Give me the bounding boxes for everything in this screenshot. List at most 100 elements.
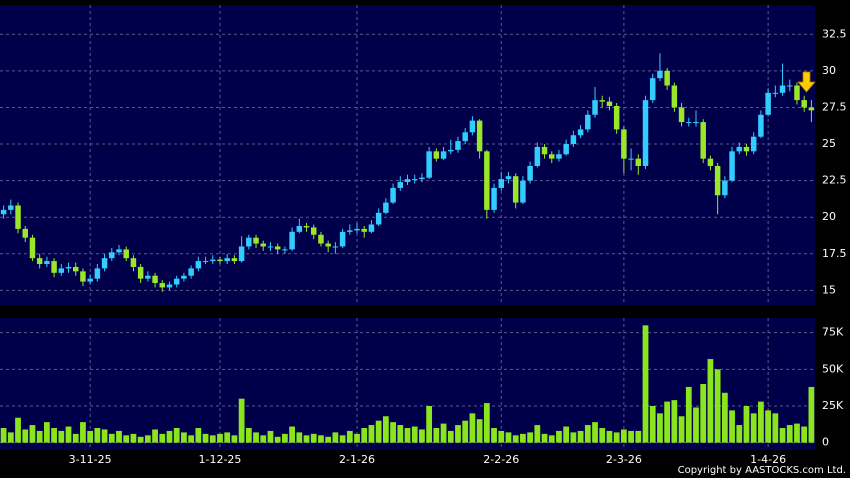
candle-body — [541, 146, 548, 155]
candle-body — [87, 278, 93, 282]
candle-body — [498, 179, 505, 188]
price-panel — [0, 5, 815, 305]
y-tick-label: 0 — [822, 436, 829, 449]
candle-body — [433, 151, 440, 159]
volume-bar — [606, 430, 613, 443]
volume-bar — [642, 325, 649, 443]
volume-bar — [700, 384, 707, 443]
volume-bar — [253, 432, 259, 443]
candle-body — [318, 234, 324, 244]
volume-bar — [772, 413, 779, 443]
candle-body — [419, 177, 425, 180]
candle-body — [310, 227, 317, 235]
candle-body — [722, 180, 728, 196]
volume-bar — [318, 435, 324, 443]
candle-body — [282, 249, 288, 251]
candle-body — [58, 268, 65, 273]
volume-bar — [685, 386, 692, 443]
volume-bar — [80, 422, 86, 443]
volume-bar — [447, 430, 454, 443]
volume-bar — [584, 425, 591, 443]
candle-body — [599, 100, 605, 102]
volume-bar — [368, 425, 375, 443]
candle-body — [657, 70, 663, 79]
volume-bar — [750, 413, 757, 443]
volume-bar — [375, 420, 382, 443]
candle-body — [354, 228, 360, 231]
candle-body — [217, 259, 223, 262]
volume-bar — [296, 432, 303, 443]
candle-body — [779, 85, 786, 93]
volume-bar — [505, 432, 512, 443]
candle-body — [765, 92, 771, 115]
volume-bar — [390, 422, 396, 443]
volume-bar — [411, 426, 418, 443]
candle-body — [152, 275, 158, 284]
volume-bar — [736, 425, 743, 443]
candle-body — [101, 258, 108, 269]
candle-body — [570, 135, 577, 145]
volume-bar — [563, 426, 570, 443]
volume-bar — [130, 433, 137, 443]
volume-bar — [274, 436, 281, 443]
volume-bar — [346, 430, 353, 443]
candle-body — [65, 266, 72, 269]
candle-body — [361, 228, 367, 232]
candle-body — [130, 258, 137, 267]
candle-body — [736, 146, 743, 152]
volume-bar — [303, 435, 310, 443]
volume-bar — [181, 432, 187, 443]
volume-bar — [671, 400, 678, 443]
x-tick-label: 3-11-25 — [69, 453, 112, 466]
candle-body — [116, 249, 122, 253]
volume-bar — [188, 435, 195, 443]
candle-body — [664, 70, 670, 86]
volume-bar — [224, 432, 231, 443]
candle-body — [397, 182, 404, 188]
candle-body — [303, 225, 310, 228]
volume-bar — [794, 423, 800, 443]
volume-bar — [729, 410, 735, 443]
y-tick-label: 32.5 — [822, 27, 847, 40]
candle-body — [527, 165, 533, 181]
y-tick-label: 30 — [822, 64, 836, 77]
volume-bar — [231, 435, 238, 443]
candle-body — [0, 209, 7, 215]
candle-body — [686, 122, 692, 124]
volume-bar — [209, 435, 216, 443]
volume-bar — [419, 429, 425, 443]
candle-body — [296, 225, 303, 232]
volume-bar — [620, 429, 627, 443]
candle-body — [505, 176, 512, 180]
candle-body — [794, 85, 800, 101]
y-tick-label: 50K — [822, 362, 844, 375]
candle-body — [181, 275, 187, 279]
plot-layer: 15 17.5 20 22.5 25 27.5 30 32.5 0 25K 50K 75K 3-11-2… — [0, 5, 847, 466]
volume-bar — [801, 426, 808, 443]
volume-bar — [541, 433, 548, 443]
volume-bar — [491, 428, 497, 443]
candle-body — [246, 237, 252, 247]
candle-body — [375, 212, 382, 225]
volume-bar — [548, 435, 555, 443]
candle-body — [714, 165, 721, 196]
candle-body — [606, 101, 613, 106]
candle-body — [491, 187, 497, 210]
candle-body — [44, 261, 50, 265]
candle-body — [787, 85, 793, 87]
candle-body — [22, 228, 28, 238]
y-tick-label: 17.5 — [822, 247, 847, 260]
x-tick-label: 2-1-26 — [339, 453, 375, 466]
y-tick-label: 15 — [822, 283, 836, 296]
candle-body — [772, 92, 779, 94]
volume-bar — [765, 410, 772, 443]
volume-bar — [613, 432, 620, 443]
volume-bar — [808, 386, 815, 443]
volume-bar — [455, 425, 461, 443]
candle-body — [585, 114, 591, 130]
volume-bar — [635, 430, 642, 443]
volume-bar — [29, 425, 36, 443]
candle-body — [94, 268, 101, 279]
volume-bar — [195, 428, 202, 443]
candle-body — [613, 105, 620, 130]
